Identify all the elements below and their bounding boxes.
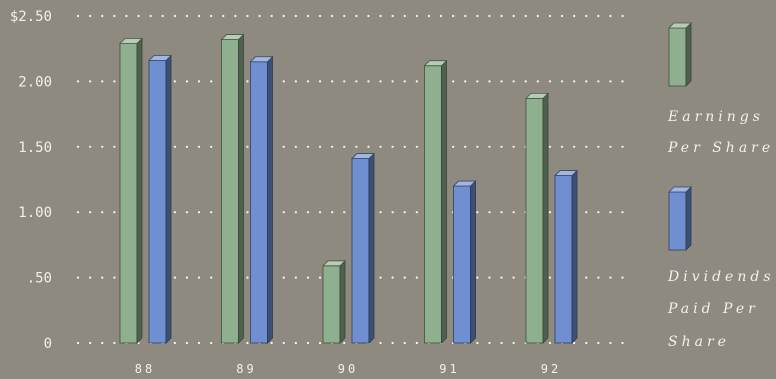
legend-swatch-front [668,27,687,87]
legend-swatch-front [668,191,687,251]
bar-earnings-90-front [322,265,341,344]
legend-label-earnings: Per Share [667,140,774,156]
legend-swatch-dividends [668,186,692,251]
bar-dividends-88-side [165,54,172,344]
x-tick-label: 91 [439,362,459,376]
bar-dividends-90-side [368,152,375,344]
bar-dividends-90-cap [351,153,375,159]
legend-swatch-cap [668,186,692,193]
bar-dividends-89-side [267,55,273,344]
y-tick-label: 1.00 [18,205,52,221]
bar-dividends-92 [554,169,578,344]
bar-dividends-89-cap [249,56,274,63]
y-axis: $2.50 2.00 1.50 1.00 .50 0 [10,9,52,352]
bar-dividends-92-cap [554,170,578,176]
bar-earnings-88-cap [119,38,143,44]
y-tick-label: 0 [44,336,52,352]
bar-earnings-90 [322,259,346,344]
y-tick-label: 1.50 [18,140,52,156]
y-tick-label: .50 [27,271,52,287]
x-tick-label: 90 [338,362,358,376]
bar-earnings-92-front [525,98,544,344]
y-tick-label: $2.50 [10,9,52,25]
bar-dividends-91-cap [452,180,477,187]
bar-dividends-88-front [148,60,167,344]
bar-earnings-89 [220,33,245,344]
bar-earnings-92 [525,92,549,344]
bar-dividends-92-side [571,169,578,344]
legend-swatch-earnings [668,22,692,87]
bar-earnings-90-side [339,259,346,344]
bar-earnings-88 [119,37,143,344]
bar-earnings-89-side [238,33,244,344]
legend-swatch-side [685,22,692,87]
bar-earnings-91-front [424,65,442,344]
bar-earnings-88-side [136,37,143,344]
bar-dividends-90 [351,152,375,344]
bar-earnings-91-side [441,59,447,344]
x-tick-label: 89 [236,362,256,376]
legend-swatch-cap [668,22,692,29]
bar-dividends-91-side [470,180,476,344]
x-axis: 88 89 90 91 92 [135,362,561,376]
bar-dividends-89-front [250,61,268,344]
bars [119,33,578,344]
y-tick-label: 2.00 [18,74,52,90]
bar-dividends-88-cap [148,55,172,61]
bar-earnings-92-cap [525,93,549,99]
legend-label-dividends: Share [668,334,730,350]
legend-label-earnings: Earnings [667,109,764,125]
bar-earnings-91 [423,59,448,344]
bar-earnings-92-side [542,92,549,344]
bar-dividends-89 [249,55,274,344]
legend: Earnings Per Share Dividends Paid Per Share [667,22,775,350]
bar-dividends-88 [148,54,172,344]
bar-earnings-89-front [221,39,239,344]
legend-label-dividends: Dividends [667,269,775,285]
bar-dividends-91 [452,180,477,344]
bar-dividends-91-front [453,185,471,344]
bar-dividends-90-front [351,158,370,344]
bar-earnings-91-cap [423,60,448,67]
bar-earnings-89-cap [220,34,245,40]
bar-earnings-88-front [119,43,138,344]
bar-earnings-90-cap [322,260,346,267]
x-tick-label: 88 [135,362,155,376]
legend-label-dividends: Paid Per [667,301,759,317]
legend-swatch-side [685,186,692,251]
bar-dividends-92-front [554,175,573,344]
x-tick-label: 92 [541,362,561,376]
